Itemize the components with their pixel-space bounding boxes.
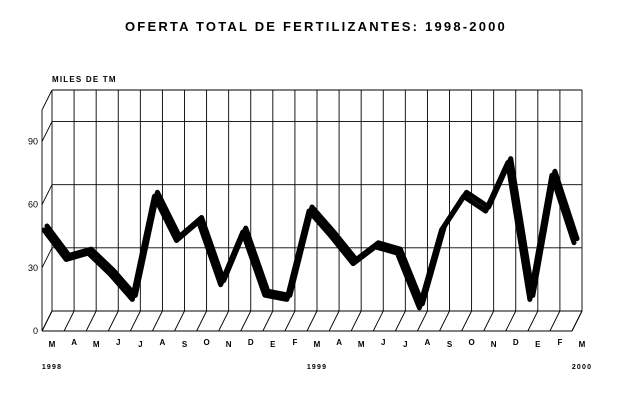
x-tick-label: J xyxy=(138,340,142,349)
gridline-floor xyxy=(483,310,495,332)
x-tick-label: E xyxy=(270,340,276,349)
x-tick-label: O xyxy=(468,338,474,347)
gridline-floor xyxy=(328,310,340,332)
data-point xyxy=(219,283,222,286)
x-tick-label: J xyxy=(116,338,120,347)
gridline-floor xyxy=(41,310,53,332)
year-label: 2000 xyxy=(572,364,592,371)
data-point xyxy=(197,220,200,223)
x-tick-label: M xyxy=(49,340,56,349)
data-point xyxy=(440,228,443,231)
x-tick-label: A xyxy=(160,338,166,347)
x-tick-label: M xyxy=(93,340,100,349)
gridline-floor xyxy=(240,310,252,332)
data-point xyxy=(308,210,310,213)
gridline-floor xyxy=(549,310,561,332)
gridline-floor xyxy=(394,310,406,332)
x-tick-label: M xyxy=(314,340,321,349)
data-point xyxy=(550,174,553,177)
gridline-floor xyxy=(152,310,163,332)
data-point xyxy=(153,195,156,198)
x-tick-label: N xyxy=(226,340,232,349)
x-tick-label: O xyxy=(203,338,209,347)
data-point xyxy=(109,273,112,276)
x-tick-label: A xyxy=(336,338,342,347)
gridline-floor xyxy=(262,310,274,332)
x-tick-label: N xyxy=(491,340,497,349)
x-tick-label: J xyxy=(381,338,385,347)
data-point xyxy=(352,262,355,265)
gridline-floor xyxy=(63,310,75,332)
gridline-floor xyxy=(107,310,119,332)
data-point xyxy=(43,228,45,231)
x-tick-label: A xyxy=(71,338,77,347)
data-point xyxy=(65,258,68,261)
gridline-floor xyxy=(129,310,141,332)
data-point xyxy=(374,245,377,248)
gridline-floor xyxy=(196,310,207,332)
gridline-floor xyxy=(218,310,230,332)
x-tick-label: S xyxy=(182,340,188,349)
x-tick-label: D xyxy=(248,338,254,347)
gridline-floor xyxy=(505,310,517,332)
data-point xyxy=(484,210,487,213)
y-axis-unit-label: MILES DE TM xyxy=(52,75,117,84)
x-tick-label: A xyxy=(425,338,431,347)
x-tick-label: E xyxy=(535,340,541,349)
gridline-floor xyxy=(527,310,539,332)
data-point xyxy=(131,298,134,301)
data-point xyxy=(175,239,178,242)
y-tick-label: 90 xyxy=(28,137,38,147)
data-point xyxy=(263,294,266,297)
gridline-floor xyxy=(439,310,450,332)
chart-axes xyxy=(41,89,583,332)
gridline-floor xyxy=(350,310,362,332)
gridline-depth xyxy=(41,184,53,205)
data-point xyxy=(330,235,333,238)
series-layer xyxy=(41,156,580,311)
axis-depth-top xyxy=(41,89,53,111)
data-point xyxy=(396,252,399,255)
x-tick-label: S xyxy=(447,340,453,349)
x-tick-label: F xyxy=(292,338,297,347)
data-point xyxy=(573,241,575,244)
x-tick-label: M xyxy=(579,340,586,349)
data-point xyxy=(87,252,90,255)
y-tick-label: 0 xyxy=(33,326,38,336)
year-label: 1998 xyxy=(42,364,62,371)
gridline-floor xyxy=(372,310,384,332)
data-point xyxy=(528,298,531,301)
gridline-floor xyxy=(306,310,318,332)
gridline-floor xyxy=(85,310,97,332)
data-point xyxy=(506,161,509,164)
gridline-floor xyxy=(284,310,296,332)
gridline-floor xyxy=(417,310,428,332)
x-tick-label: F xyxy=(557,338,562,347)
data-point xyxy=(285,298,288,301)
gridline-depth xyxy=(41,121,53,142)
data-point xyxy=(241,231,244,234)
chart-grid xyxy=(41,89,583,332)
gridline-floor xyxy=(174,310,185,332)
y-tick-labels: 0 30 60 90 xyxy=(28,137,38,336)
gridline-floor xyxy=(461,310,472,332)
y-tick-label: 30 xyxy=(28,263,38,273)
x-tick-label: J xyxy=(403,340,407,349)
data-point xyxy=(462,195,465,198)
year-label: 1999 xyxy=(307,364,327,371)
year-labels: 1998 1999 2000 xyxy=(42,364,592,371)
x-tick-label: M xyxy=(358,340,365,349)
y-tick-label: 60 xyxy=(28,200,38,210)
chart-title: OFERTA TOTAL DE FERTILIZANTES: 1998-2000 xyxy=(125,19,507,34)
axis-depth-right xyxy=(571,310,583,332)
gridline-depth xyxy=(41,247,53,269)
data-point xyxy=(418,306,421,309)
x-tick-label: D xyxy=(513,338,519,347)
